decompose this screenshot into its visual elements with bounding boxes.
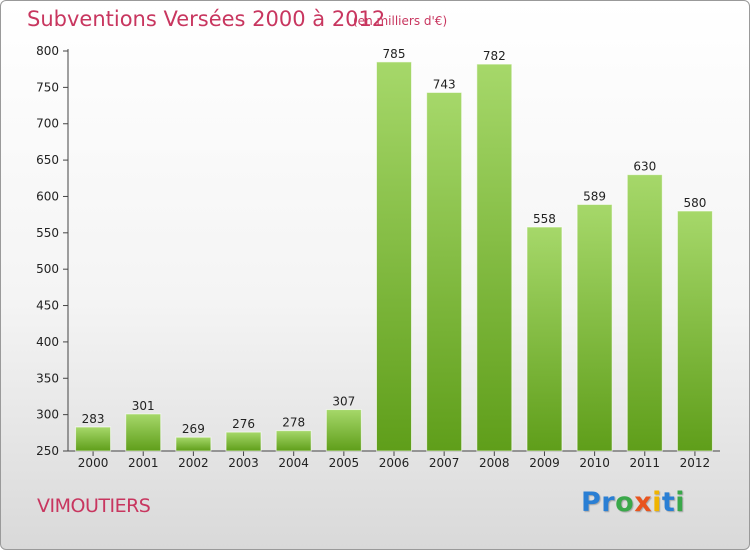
y-tick-label: 800	[36, 44, 59, 58]
bar	[576, 203, 613, 452]
y-tick-label: 450	[36, 299, 59, 313]
bar	[426, 91, 463, 452]
x-tick-label: 2002	[178, 456, 209, 470]
y-tick-label: 550	[36, 226, 59, 240]
x-tick-label: 2009	[529, 456, 560, 470]
bar	[676, 210, 713, 452]
bar	[476, 63, 513, 452]
logo-letter: t	[661, 487, 676, 518]
x-tick-label: 2006	[379, 456, 410, 470]
chart-title: Subventions Versées 2000 à 2012	[27, 7, 386, 31]
logo-letter: i	[652, 487, 662, 518]
x-tick-label: 2005	[329, 456, 360, 470]
logo-letter: r	[601, 487, 616, 518]
bar-value-label: 276	[232, 417, 255, 431]
bar	[75, 426, 112, 452]
bar	[225, 431, 262, 452]
y-tick-label: 650	[36, 153, 59, 167]
bar	[626, 174, 663, 452]
x-tick-label: 2007	[429, 456, 460, 470]
bar-value-label: 785	[383, 47, 406, 61]
bar-value-label: 278	[282, 416, 305, 430]
y-tick-label: 300	[36, 408, 59, 422]
bars: 283 301 269 276 278 307 785 743 782 558 589 630 580	[75, 47, 713, 452]
x-tick-label: 2004	[278, 456, 309, 470]
x-tick-label: 2008	[479, 456, 510, 470]
bar	[275, 430, 312, 452]
x-tick-label: 2000	[78, 456, 109, 470]
bar-value-label: 283	[82, 412, 105, 426]
bar-value-label: 743	[433, 77, 456, 91]
y-tick-label: 700	[36, 117, 59, 131]
bar	[376, 61, 412, 452]
x-tick-label: 2012	[680, 456, 711, 470]
logo-letter: i	[675, 487, 686, 518]
bar	[526, 226, 563, 452]
x-axis: 2000 2001 2002 2003 2004 2005 2006 2007 2008 2009…	[68, 450, 720, 470]
bar-value-label: 630	[633, 160, 656, 174]
proxiti-logo: Proxiti	[581, 487, 685, 518]
logo-letter: x	[634, 487, 653, 518]
y-axis: 250 300 350 400 450 500 550 600 650 700 750 800	[36, 44, 69, 458]
y-tick-label: 500	[36, 262, 59, 276]
y-tick-label: 250	[36, 444, 59, 458]
bar-value-label: 301	[132, 399, 155, 413]
bar	[325, 409, 362, 452]
y-tick-label: 400	[36, 335, 59, 349]
x-tick-label: 2003	[228, 456, 259, 470]
bar	[125, 413, 162, 452]
logo-letter: o	[615, 487, 635, 518]
y-tick-label: 600	[36, 189, 59, 203]
x-tick-label: 2001	[128, 456, 159, 470]
x-tick-label: 2010	[579, 456, 610, 470]
bar	[175, 436, 212, 452]
bar-value-label: 589	[583, 189, 606, 203]
bar-value-label: 782	[483, 49, 506, 63]
y-tick-label: 350	[36, 371, 59, 385]
y-tick-label: 750	[36, 80, 59, 94]
unit-label: (en milliers d'€)	[353, 14, 448, 28]
commune-name: VIMOUTIERS	[37, 495, 151, 517]
x-tick-label: 2011	[629, 456, 660, 470]
bar-value-label: 580	[683, 196, 706, 210]
logo-letter: P	[581, 487, 602, 518]
bar-value-label: 307	[332, 395, 355, 409]
bar-value-label: 269	[182, 422, 205, 436]
bar-value-label: 558	[533, 212, 556, 226]
